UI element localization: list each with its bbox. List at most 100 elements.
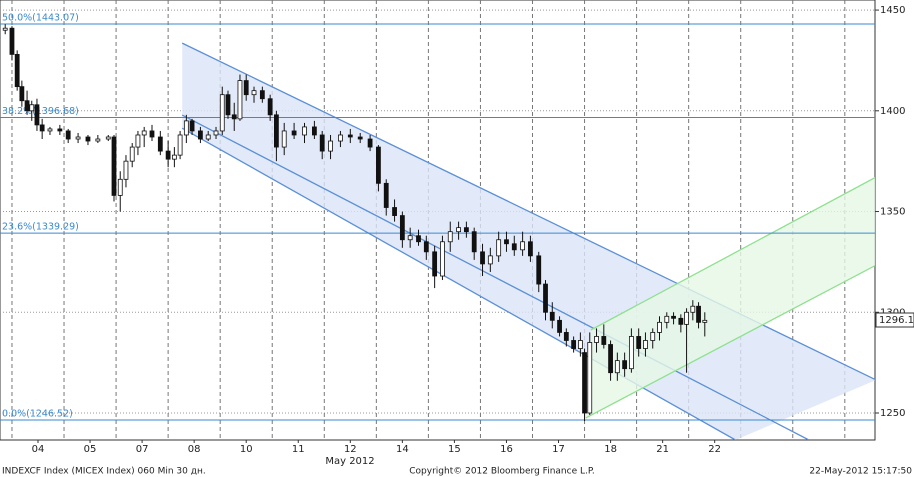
- y-tick-label: 1250: [880, 408, 905, 419]
- channel-line: [585, 264, 875, 419]
- candle-body: [347, 134, 353, 138]
- x-tick-label: 16: [500, 444, 513, 455]
- candle-body: [319, 134, 325, 152]
- candle-body: [376, 146, 381, 184]
- x-tick-label: 08: [188, 444, 201, 455]
- channel-fill: [585, 177, 875, 419]
- candle-body: [34, 104, 40, 126]
- candle-body: [65, 130, 71, 140]
- candle-body: [95, 138, 101, 142]
- candle-body: [149, 130, 155, 138]
- candle-body: [480, 251, 485, 265]
- fib-label: 0.0%(1246.52): [2, 409, 73, 420]
- fib-label: 23.6%(1339.29): [2, 222, 79, 233]
- fib-label: 50.0%(1443.07): [2, 13, 79, 24]
- candle-body: [383, 182, 389, 208]
- candle-body: [105, 136, 111, 140]
- candle-body: [392, 207, 397, 216]
- candle-body: [123, 160, 129, 180]
- fib-label: 38.2%(1396.68): [2, 106, 79, 117]
- candle-body: [117, 178, 123, 196]
- candle-body: [543, 283, 548, 313]
- candle-body: [205, 134, 211, 140]
- x-axis-label: May 2012: [325, 456, 374, 467]
- candle-body: [407, 235, 413, 241]
- last-price-label: 1296.16: [879, 315, 914, 326]
- candle-body: [571, 340, 577, 349]
- candle-body: [594, 336, 599, 343]
- candle-body: [496, 239, 502, 257]
- candle-body: [678, 317, 684, 325]
- candle-body: [273, 114, 279, 148]
- candle-body: [601, 336, 607, 345]
- candle-body: [416, 235, 421, 243]
- candle-body: [357, 136, 363, 140]
- y-tick-label: 1350: [880, 207, 905, 218]
- candle-body: [463, 227, 469, 233]
- candle-body: [171, 154, 177, 160]
- candle-body: [432, 251, 438, 277]
- candle-body: [165, 150, 171, 160]
- candle-body: [440, 241, 445, 277]
- candle-body: [177, 134, 183, 156]
- candle-body: [587, 342, 593, 414]
- channel-line: [181, 114, 810, 440]
- candle-body: [85, 136, 91, 142]
- candle-body: [549, 311, 555, 321]
- candle-body: [75, 136, 81, 140]
- candle-body: [47, 128, 53, 132]
- candle-body: [582, 352, 587, 414]
- candle-body: [622, 360, 628, 370]
- y-tick-label: 1400: [880, 106, 905, 117]
- x-tick-label: 07: [136, 444, 149, 455]
- candle-body: [696, 305, 701, 323]
- candle-body: [643, 340, 648, 349]
- candle-body: [423, 241, 429, 253]
- candle-body: [471, 231, 477, 253]
- candle-body: [281, 130, 287, 148]
- x-tick-label: 04: [32, 444, 45, 455]
- candle-body: [504, 239, 509, 245]
- candle-body: [243, 80, 249, 96]
- candle-body: [311, 126, 317, 136]
- candle-body: [14, 53, 20, 88]
- x-tick-label: 21: [656, 444, 669, 455]
- candle-body: [291, 130, 297, 136]
- candle-body: [671, 315, 676, 319]
- x-tick-label: 17: [552, 444, 565, 455]
- candle-body: [563, 332, 569, 341]
- candle-body: [157, 136, 163, 152]
- footer-left: INDEXCF Index (MICEX Index) 060 Min 30 д…: [2, 467, 206, 477]
- candle-body: [57, 128, 63, 132]
- footer-right: 22-May-2012 15:17:50: [809, 467, 912, 477]
- x-tick-label: 18: [604, 444, 617, 455]
- candle-body: [636, 336, 642, 349]
- candle-body: [39, 124, 45, 132]
- candle-body: [520, 241, 526, 251]
- candle-body: [487, 255, 493, 265]
- candle-body: [2, 27, 8, 31]
- candle-body: [9, 27, 15, 55]
- candle-body: [399, 215, 405, 241]
- x-tick-label: 14: [396, 444, 409, 455]
- candle-body: [528, 241, 533, 257]
- candle-body: [259, 90, 265, 100]
- candle-body: [141, 130, 147, 136]
- candle-body: [302, 126, 307, 136]
- candle-body: [557, 319, 562, 333]
- footer-center: Copyright© 2012 Bloomberg Finance L.P.: [409, 467, 594, 477]
- candle-body: [231, 114, 237, 120]
- candle-body: [24, 100, 30, 112]
- candle-body: [690, 305, 696, 313]
- candle-body: [29, 104, 35, 112]
- candle-body: [198, 130, 203, 140]
- candle-body: [367, 138, 373, 148]
- candle-body: [614, 360, 620, 374]
- candle-body: [213, 130, 219, 136]
- candle-body: [225, 94, 231, 116]
- x-tick-label: 22: [708, 444, 721, 455]
- x-tick-label: 11: [292, 444, 305, 455]
- candle-body: [650, 332, 656, 341]
- candle-body: [111, 136, 117, 196]
- candle-body: [702, 319, 708, 323]
